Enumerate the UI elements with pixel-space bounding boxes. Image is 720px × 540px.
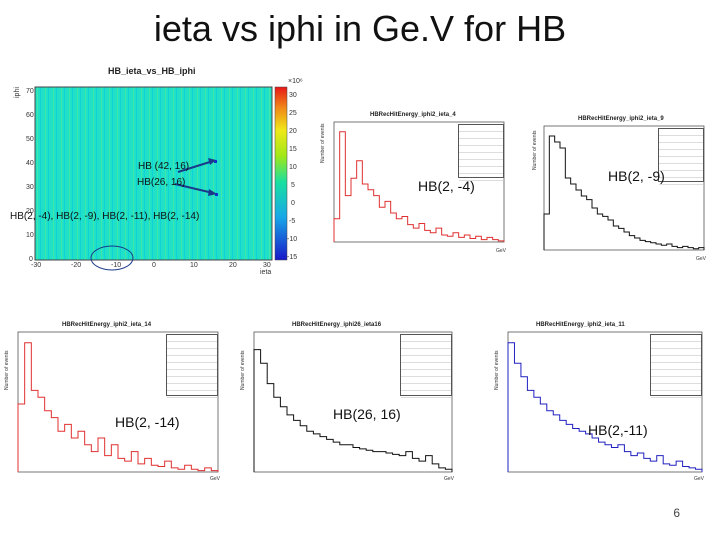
histogram-xlabel: GeV xyxy=(210,476,221,482)
histogram-title: HBRecHitEnergy_iphi2_ieta_9 xyxy=(578,116,664,122)
x-tick: 0 xyxy=(152,262,156,269)
histogram-panel: HBRecHitEnergy_iphi2_ieta_11 Number of e… xyxy=(490,322,712,490)
x-tick: 20 xyxy=(229,262,237,269)
histogram-label: HB(2, -14) xyxy=(115,414,180,430)
x-tick: 30 xyxy=(263,262,271,269)
y-tick: 10 xyxy=(26,232,34,239)
x-tick: -10 xyxy=(111,262,122,269)
y-tick: 60 xyxy=(26,112,34,119)
histogram-xlabel: GeV xyxy=(496,248,507,254)
main-plot-xlabel: ieta xyxy=(260,269,272,276)
histogram-panel: HBRecHitEnergy_iphi26_ieta16 Number of e… xyxy=(236,322,462,490)
stats-box xyxy=(650,334,702,398)
main-plot-title: HB_ieta_vs_HB_iphi xyxy=(108,66,196,76)
slide-title: ieta vs iphi in Ge.V for HB xyxy=(153,8,567,49)
annotation-hb-26-16: HB(26, 16) xyxy=(137,177,186,188)
histogram-label: HB(2, -9) xyxy=(608,168,665,184)
histogram-panel: HBRecHitEnergy_iphi2_ieta_14 Number of e… xyxy=(0,322,228,490)
stats-box xyxy=(166,334,218,398)
z-tick: 15 xyxy=(289,146,297,153)
annotation-hb-42-16: HB (42, 16) xyxy=(138,161,190,172)
annotation-hb-2-list: HB(2, -4), HB(2, -9), HB(2, -11), HB(2, … xyxy=(10,211,200,222)
z-tick: -15 xyxy=(287,254,298,261)
histogram-title: HBRecHitEnergy_iphi2_ieta_14 xyxy=(62,322,152,328)
histogram-panel: HBRecHitEnergy_iphi2_ieta_4 Number of ev… xyxy=(318,108,508,260)
heatmap xyxy=(34,86,288,271)
stats-box xyxy=(400,334,452,398)
z-tick: -10 xyxy=(287,236,298,243)
y-tick: 0 xyxy=(29,256,33,263)
z-tick: 30 xyxy=(289,92,297,99)
y-tick: 30 xyxy=(26,184,34,191)
main-2d-plot: HB_ieta_vs_HB_iphi iphi ×10⁶ xyxy=(10,62,310,277)
histogram-label: HB(26, 16) xyxy=(333,406,401,422)
stats-box xyxy=(458,124,504,181)
x-tick: -30 xyxy=(31,262,42,269)
histogram-label: HB(2,-11) xyxy=(588,422,648,438)
histogram-line xyxy=(253,349,453,472)
y-tick: 70 xyxy=(26,88,34,95)
histogram-line xyxy=(333,131,505,242)
y-tick: 20 xyxy=(26,208,34,215)
stats-box xyxy=(658,128,704,185)
y-tick: 40 xyxy=(26,160,34,167)
z-tick: 10 xyxy=(289,164,297,171)
histogram-panel: HBRecHitEnergy_iphi2_ieta_9 Number of ev… xyxy=(530,108,710,262)
z-tick: 25 xyxy=(289,110,297,117)
x-tick: 10 xyxy=(190,262,198,269)
z-tick: 5 xyxy=(291,182,295,189)
y-tick: 50 xyxy=(26,136,34,143)
z-tick: 20 xyxy=(289,128,297,135)
scale-label: ×10⁶ xyxy=(288,78,303,85)
histogram-xlabel: GeV xyxy=(444,476,455,482)
histogram-label: HB(2, -4) xyxy=(418,178,475,194)
histogram-line xyxy=(17,342,219,472)
x-tick: -20 xyxy=(71,262,82,269)
z-tick: 0 xyxy=(291,200,295,207)
z-tick: -5 xyxy=(289,218,296,225)
histogram-xlabel: GeV xyxy=(694,476,705,482)
histogram-title: HBRecHitEnergy_iphi2_ieta_4 xyxy=(370,112,456,118)
histogram-title: HBRecHitEnergy_iphi26_ieta16 xyxy=(292,322,382,328)
histogram-xlabel: GeV xyxy=(696,256,707,262)
histogram-line xyxy=(543,135,705,250)
histogram-title: HBRecHitEnergy_iphi2_ieta_11 xyxy=(536,322,625,328)
histogram-line xyxy=(507,342,703,472)
page-number: 6 xyxy=(673,506,680,520)
